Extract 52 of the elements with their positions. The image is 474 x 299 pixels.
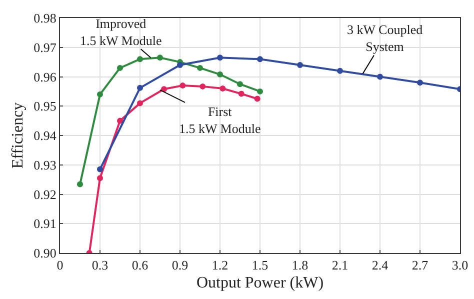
y-tick-label: 0.91 <box>34 216 56 232</box>
x-tick-label: 1.2 <box>212 258 228 273</box>
point <box>97 166 103 172</box>
point <box>217 54 223 61</box>
x-tick-label: 0.3 <box>92 258 108 273</box>
point <box>417 80 423 86</box>
y-tick-label: 0.97 <box>34 40 57 55</box>
x-tick-label: 2.4 <box>372 258 389 273</box>
point <box>257 56 263 62</box>
x-tick-label: 2.1 <box>332 258 348 273</box>
y-tick-label: 0.95 <box>34 98 56 114</box>
y-tick-label: 0.96 <box>34 69 57 84</box>
x-tick-label: 0.6 <box>132 258 149 273</box>
y-tick-label: 0.98 <box>34 10 56 26</box>
point <box>137 56 143 62</box>
point <box>137 84 143 91</box>
point <box>337 68 343 74</box>
point <box>97 175 103 182</box>
point <box>237 81 243 88</box>
point <box>117 64 123 71</box>
x-axis-title: Output Power (kW) <box>196 274 324 292</box>
y-tick-label: 0.92 <box>34 186 56 202</box>
x-tick-label: 3.0 <box>452 258 468 273</box>
y-tick-label: 0.94 <box>34 128 57 144</box>
point <box>220 86 226 92</box>
annotation: Improved 1.5 kW Module <box>80 16 162 48</box>
x-tick-label: 1.8 <box>292 258 308 273</box>
x-tick-label: 0 <box>56 258 64 273</box>
x-tick-label: 0.9 <box>172 258 188 273</box>
point <box>238 90 244 97</box>
point <box>137 100 143 106</box>
point <box>157 54 163 61</box>
point <box>254 96 260 102</box>
x-tick-label: 2.7 <box>412 258 429 273</box>
y-tick-label: 0.93 <box>34 157 56 172</box>
annotation: First 1.5 kW Module <box>179 104 261 136</box>
point <box>77 181 83 188</box>
point <box>161 86 167 92</box>
point <box>117 118 123 124</box>
x-tick-label: 1.5 <box>252 258 268 273</box>
point <box>180 82 186 89</box>
point <box>97 91 103 98</box>
point <box>177 62 183 68</box>
y-tick-label: 0.90 <box>34 246 56 261</box>
point <box>257 88 263 94</box>
point <box>217 71 223 78</box>
point <box>197 64 203 71</box>
y-axis-title: Efficiency <box>10 102 27 169</box>
point <box>377 74 383 80</box>
point <box>297 62 303 68</box>
point <box>200 83 206 90</box>
annotation: 3 kW Coupled System <box>347 22 424 54</box>
